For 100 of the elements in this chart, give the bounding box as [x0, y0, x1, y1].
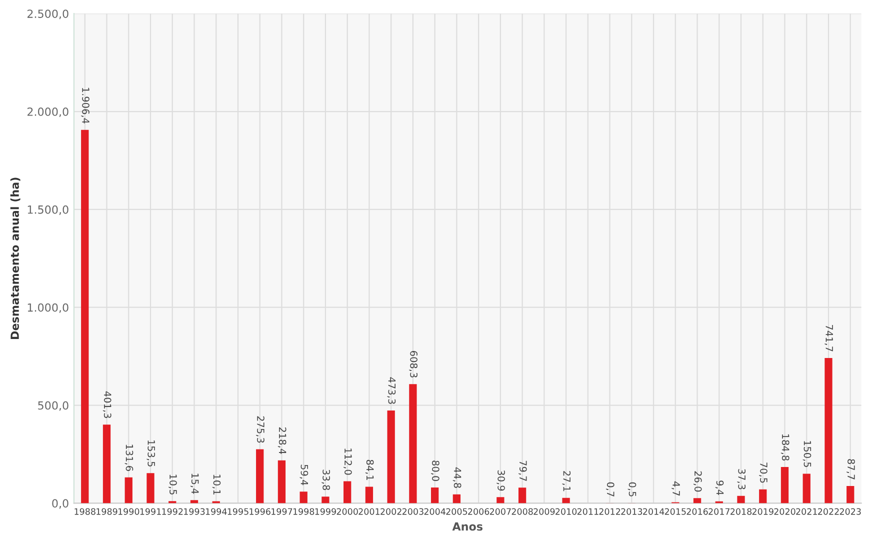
bar [256, 449, 264, 504]
x-tick-label: 2002 [380, 508, 402, 515]
y-tick-label: 500,0 [38, 401, 68, 411]
data-label: 27,1 [562, 471, 571, 492]
bar [124, 477, 132, 504]
x-tick-label: 1991 [140, 508, 161, 515]
data-label: 84,1 [365, 460, 374, 480]
bar [562, 498, 570, 504]
x-tick-label: 2001 [358, 508, 380, 515]
bar [518, 488, 526, 504]
x-tick-label: 2006 [468, 508, 490, 515]
data-label: 150,5 [802, 441, 812, 467]
bar [496, 497, 504, 504]
bar [344, 481, 352, 504]
data-label: 218,4 [278, 427, 286, 454]
x-tick-label: 1988 [74, 508, 96, 515]
bar [387, 410, 395, 504]
x-tick-label: 2012 [599, 508, 620, 515]
x-tick-label: 2019 [752, 508, 774, 515]
x-tick-label: 2009 [534, 508, 555, 515]
data-label: 30,9 [496, 470, 505, 491]
y-tick-label: 2.000,0 [27, 107, 68, 118]
data-label: 10,5 [168, 474, 177, 494]
data-label: 153,5 [146, 440, 156, 466]
x-tick-label: 2016 [686, 508, 708, 515]
bar [846, 486, 854, 504]
x-tick-label: 1995 [228, 508, 248, 515]
data-label: 44,8 [452, 467, 462, 488]
data-label: 9,4 [715, 480, 724, 495]
x-tick-label: 2023 [840, 508, 861, 515]
y-tick-label: 1.000,0 [28, 303, 68, 313]
x-tick-label: 2017 [708, 508, 730, 515]
y-tick-label: 2.500,0 [27, 10, 68, 20]
x-tick-label: 2022 [818, 508, 839, 515]
data-label: 0,7 [606, 482, 614, 496]
data-label: 37,3 [737, 469, 746, 490]
bar [824, 358, 832, 504]
bar [693, 498, 702, 504]
x-tick-label: 2018 [730, 508, 752, 515]
data-label: 112,0 [344, 448, 352, 475]
x-tick-label: 2000 [336, 508, 358, 515]
data-label: 4,7 [672, 481, 680, 496]
data-label: 10,1 [212, 474, 221, 494]
x-tick-label: 1994 [206, 508, 227, 515]
bar [409, 384, 417, 504]
bar [190, 500, 198, 504]
data-label: 608,3 [409, 351, 418, 378]
data-label: 59,4 [300, 464, 308, 486]
x-axis-title: Anos [452, 522, 482, 531]
bar [780, 467, 789, 504]
x-tick-label: 1998 [293, 508, 314, 515]
data-label: 80,0 [431, 460, 440, 482]
x-tick-label: 2013 [621, 508, 642, 515]
x-tick-label: 1996 [250, 508, 270, 515]
x-tick-label: 2008 [512, 508, 533, 515]
data-label: 401,3 [102, 391, 112, 418]
x-tick-label: 2011 [577, 508, 598, 515]
bar [759, 489, 767, 504]
x-tick-label: 2007 [490, 508, 511, 515]
data-label: 79,7 [518, 460, 527, 481]
data-label: 70,5 [759, 462, 768, 483]
data-label: 26,0 [693, 471, 702, 492]
x-tick-label: 2021 [796, 508, 817, 515]
data-label: 131,6 [124, 444, 134, 471]
bar [430, 488, 439, 504]
bar [300, 492, 308, 504]
data-label: 275,3 [256, 416, 264, 443]
y-tick-label: 0,0 [52, 499, 68, 509]
bar [81, 130, 89, 504]
data-label: 1.906,4 [81, 88, 90, 124]
data-label: 0,5 [628, 482, 636, 496]
x-tick-label: 1997 [272, 508, 292, 515]
bar [365, 486, 374, 504]
y-tick-label: 1.500,0 [28, 205, 68, 215]
data-label: 473,3 [387, 377, 396, 404]
bar [278, 460, 286, 504]
x-tick-label: 2005 [446, 508, 468, 515]
x-tick-label: 2015 [664, 508, 686, 515]
bar [802, 474, 810, 504]
bar [452, 494, 461, 504]
data-label: 741,7 [824, 325, 833, 352]
x-tick-label: 1990 [118, 508, 140, 515]
x-tick-label: 1992 [162, 508, 183, 515]
x-tick-label: 2014 [643, 508, 664, 515]
data-label: 33,8 [322, 470, 330, 490]
data-label: 15,4 [190, 474, 199, 494]
x-tick-label: 2004 [424, 508, 446, 515]
y-axis-title: Desmatamento anual (ha) [10, 178, 20, 339]
x-tick-label: 2003 [402, 508, 424, 515]
x-tick-label: 2010 [556, 508, 577, 515]
x-tick-label: 1999 [315, 508, 336, 515]
data-label: 87,7 [846, 459, 855, 480]
data-label: 184,8 [780, 434, 790, 460]
x-tick-label: 1993 [184, 508, 205, 515]
bar [322, 496, 330, 504]
bar [146, 473, 154, 504]
bar [102, 424, 111, 504]
bar [737, 496, 745, 504]
x-tick-label: 2020 [774, 508, 796, 515]
x-tick-label: 1989 [96, 508, 118, 515]
